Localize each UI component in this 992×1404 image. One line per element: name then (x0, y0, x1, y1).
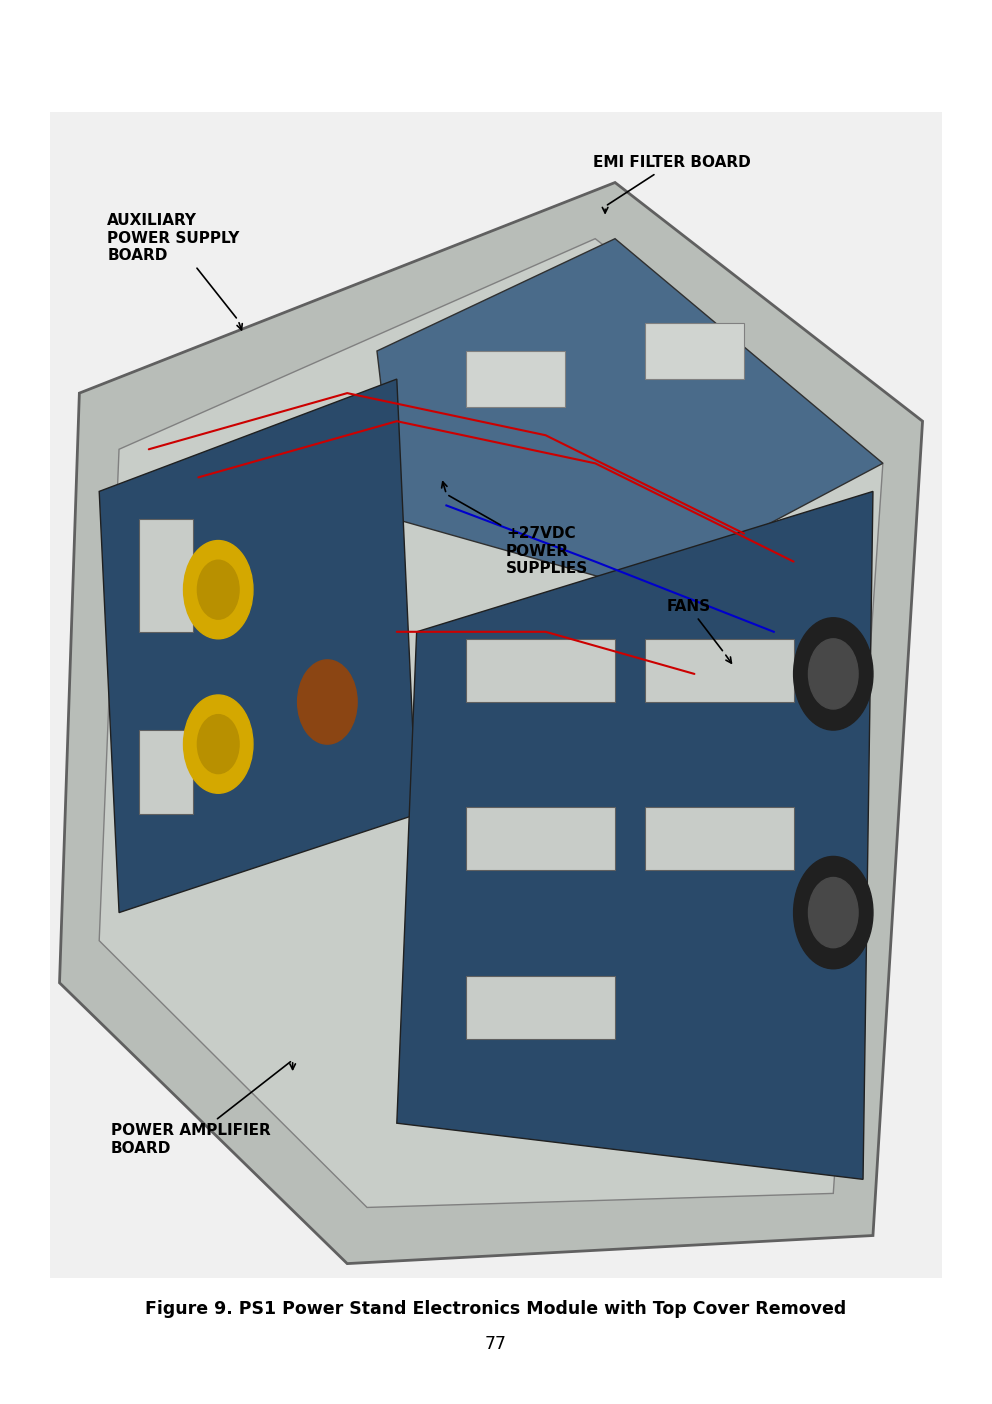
FancyBboxPatch shape (50, 112, 942, 1278)
Circle shape (808, 878, 858, 948)
Circle shape (298, 660, 357, 744)
Text: FANS: FANS (667, 600, 722, 650)
Circle shape (794, 618, 873, 730)
Polygon shape (99, 239, 883, 1207)
FancyBboxPatch shape (645, 323, 744, 379)
FancyBboxPatch shape (645, 807, 794, 870)
Circle shape (197, 560, 239, 619)
FancyBboxPatch shape (139, 519, 193, 632)
FancyBboxPatch shape (139, 730, 193, 814)
Text: AUXILIARY
POWER SUPPLY
BOARD: AUXILIARY POWER SUPPLY BOARD (107, 213, 239, 317)
Text: POWER AMPLIFIER
BOARD: POWER AMPLIFIER BOARD (111, 1061, 291, 1155)
Polygon shape (60, 183, 923, 1264)
FancyBboxPatch shape (466, 976, 615, 1039)
Circle shape (808, 639, 858, 709)
Text: 77: 77 (485, 1335, 507, 1352)
FancyBboxPatch shape (645, 639, 794, 702)
Text: +27VDC
POWER
SUPPLIES: +27VDC POWER SUPPLIES (448, 496, 588, 576)
FancyBboxPatch shape (466, 351, 565, 407)
Circle shape (184, 695, 253, 793)
Circle shape (794, 856, 873, 969)
FancyBboxPatch shape (466, 639, 615, 702)
Polygon shape (377, 239, 883, 590)
Text: EMI FILTER BOARD: EMI FILTER BOARD (593, 156, 751, 205)
Circle shape (184, 541, 253, 639)
Polygon shape (99, 379, 417, 913)
Polygon shape (397, 491, 873, 1179)
Circle shape (197, 715, 239, 774)
Text: Figure 9. PS1 Power Stand Electronics Module with Top Cover Removed: Figure 9. PS1 Power Stand Electronics Mo… (146, 1300, 846, 1317)
FancyBboxPatch shape (466, 807, 615, 870)
